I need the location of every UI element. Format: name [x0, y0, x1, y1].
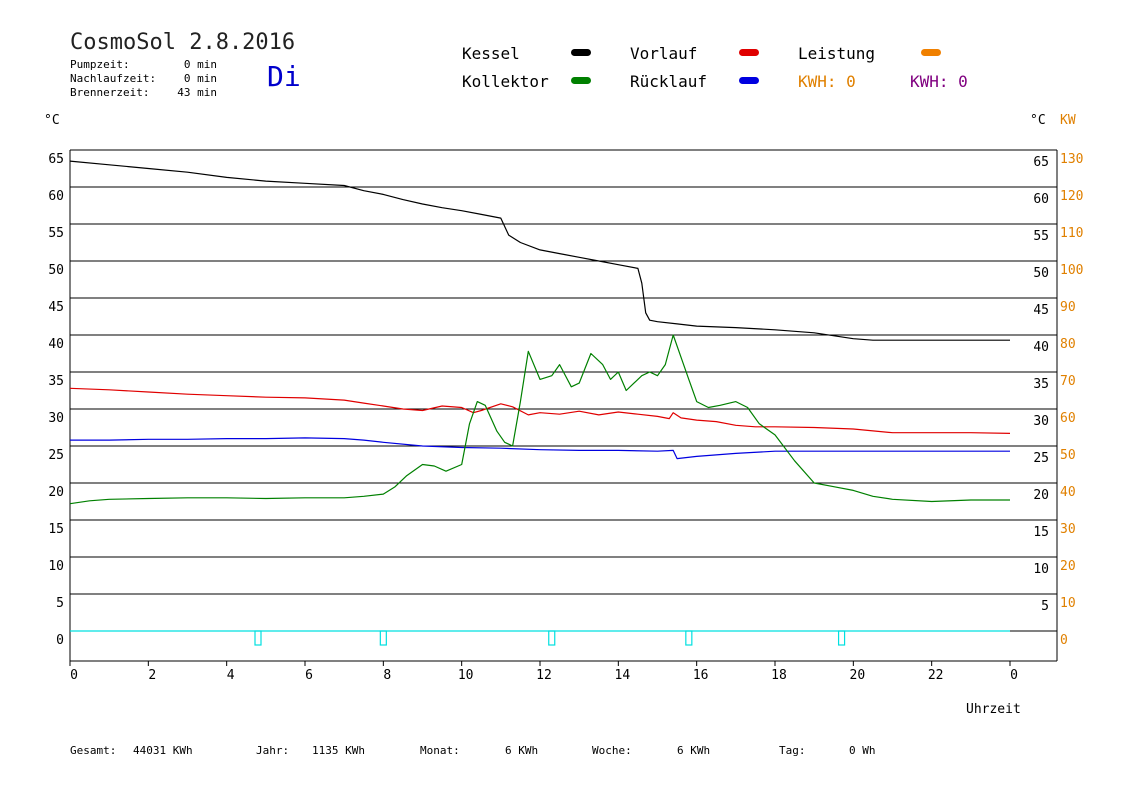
legend-kollektor-swatch	[571, 77, 591, 84]
y-tick-label-right-kw: 30	[1060, 522, 1076, 537]
pump-marker	[837, 630, 846, 646]
legend-kollektor-label: Kollektor	[462, 72, 549, 91]
pump-marker	[685, 630, 693, 646]
y-tick-label-left: 45	[48, 300, 64, 315]
x-tick-label: 22	[928, 668, 944, 683]
y-tick-label-right-celsius: 20	[1033, 488, 1049, 503]
legend-leistung-swatch	[921, 49, 941, 56]
y-tick-label-right-kw: 0	[1060, 633, 1068, 648]
x-tick-label: 8	[383, 668, 391, 683]
x-tick-label: 14	[615, 668, 631, 683]
x-tick-label: 12	[536, 668, 552, 683]
footer-gesamt-label: Gesamt:	[70, 744, 117, 757]
series-line-vorlauf	[69, 387, 1011, 434]
x-tick-label: 0	[70, 668, 78, 683]
legend-kwh-purple: KWH: 0	[910, 72, 968, 91]
footer-woche-value: 6 KWh	[677, 744, 711, 757]
legend-leistung-label: Leistung	[798, 44, 876, 63]
y-tick-label-left: 20	[48, 485, 64, 500]
x-tick-label: 20	[850, 668, 866, 683]
right-unit-celsius-label: °C	[1030, 113, 1046, 128]
pump-marker	[254, 630, 262, 646]
y-tick-label-right-kw: 20	[1060, 559, 1076, 574]
legend-kessel-label: Kessel	[462, 44, 520, 63]
footer-jahr-value: 1135 KWh	[312, 744, 365, 757]
pump-marker	[548, 630, 556, 646]
y-tick-label-right-kw: 60	[1060, 411, 1076, 426]
footer-gesamt-value: 44031 KWh	[133, 744, 193, 757]
y-tick-label-left: 25	[48, 448, 64, 463]
footer-monat-value: 6 KWh	[505, 744, 539, 757]
weekday-label: Di	[267, 60, 301, 93]
y-tick-label-left: 60	[48, 189, 64, 204]
legend-vorlauf-label: Vorlauf	[630, 44, 698, 63]
y-tick-label-right-kw: 70	[1060, 374, 1076, 389]
y-tick-label-left: 40	[48, 337, 64, 352]
y-tick-label-right-kw: 90	[1060, 300, 1076, 315]
y-tick-label-right-celsius: 5	[1041, 599, 1049, 614]
y-tick-label-right-kw: 130	[1060, 152, 1083, 167]
y-tick-label-right-celsius: 10	[1033, 562, 1049, 577]
y-tick-label-right-celsius: 45	[1033, 303, 1049, 318]
y-tick-label-right-celsius: 30	[1033, 414, 1049, 429]
pump-marker	[379, 630, 387, 646]
series-line-ruecklauf	[70, 437, 1010, 460]
y-tick-label-right-celsius: 15	[1033, 525, 1049, 540]
brennerzeit-label: Brennerzeit:	[70, 86, 150, 99]
x-tick-label: 4	[227, 668, 235, 683]
nachlaufzeit-value: 0 min	[183, 72, 217, 85]
y-tick-label-right-celsius: 25	[1033, 451, 1049, 466]
legend-vorlauf-swatch	[739, 49, 759, 56]
legend-kessel-swatch	[571, 49, 591, 56]
footer-jahr-label: Jahr:	[256, 744, 290, 757]
y-tick-label-right-kw: 10	[1060, 596, 1076, 611]
y-tick-label-left: 30	[48, 411, 64, 426]
y-tick-label-right-celsius: 35	[1033, 377, 1049, 392]
footer-tag-value: 0 Wh	[849, 744, 876, 757]
pumpzeit-label: Pumpzeit:	[70, 58, 130, 71]
y-tick-label-left: 35	[48, 374, 64, 389]
y-tick-label-left: 10	[48, 559, 64, 574]
y-tick-label-left: 0	[56, 633, 64, 648]
y-tick-label-right-celsius: 65	[1033, 155, 1049, 170]
y-tick-label-right-kw: 120	[1060, 189, 1083, 204]
footer-woche-label: Woche:	[592, 744, 632, 757]
x-axis-label: Uhrzeit	[966, 702, 1021, 717]
y-tick-label-right-kw: 40	[1060, 485, 1076, 500]
y-tick-label-right-kw: 100	[1060, 263, 1083, 278]
series-line-kollektor	[69, 334, 1010, 505]
x-tick-label: 6	[305, 668, 313, 683]
footer-monat-label: Monat:	[420, 744, 460, 757]
y-tick-label-left: 50	[48, 263, 64, 278]
legend-kwh-orange: KWH: 0	[798, 72, 856, 91]
y-tick-label-right-celsius: 50	[1033, 266, 1049, 281]
right-unit-kw-label: KW	[1060, 113, 1076, 128]
pumpzeit-value: 0 min	[183, 58, 217, 71]
x-tick-label: 0	[1010, 668, 1018, 683]
x-tick-label: 18	[771, 668, 787, 683]
y-tick-label-right-kw: 80	[1060, 337, 1076, 352]
y-tick-label-left: 55	[48, 226, 64, 241]
brennerzeit-value: 43 min	[177, 86, 217, 99]
y-tick-label-right-celsius: 40	[1033, 340, 1049, 355]
y-tick-label-left: 65	[48, 152, 64, 167]
legend-ruecklauf-swatch	[739, 77, 759, 84]
y-tick-label-right-celsius: 60	[1033, 192, 1049, 207]
y-tick-label-right-kw: 110	[1060, 226, 1083, 241]
x-tick-label: 16	[693, 668, 709, 683]
legend-ruecklauf-label: Rücklauf	[630, 72, 708, 91]
left-unit-label: °C	[44, 113, 60, 128]
app-title: CosmoSol 2.8.2016	[70, 30, 296, 55]
nachlaufzeit-label: Nachlaufzeit:	[70, 72, 157, 85]
y-tick-label-left: 15	[48, 522, 64, 537]
y-tick-label-right-celsius: 55	[1033, 229, 1049, 244]
footer-tag-label: Tag:	[779, 744, 806, 757]
x-tick-label: 10	[458, 668, 474, 683]
x-tick-label: 2	[148, 668, 156, 683]
y-tick-label-right-kw: 50	[1060, 448, 1076, 463]
series-line-kessel	[69, 160, 1010, 341]
y-tick-label-left: 5	[56, 596, 64, 611]
